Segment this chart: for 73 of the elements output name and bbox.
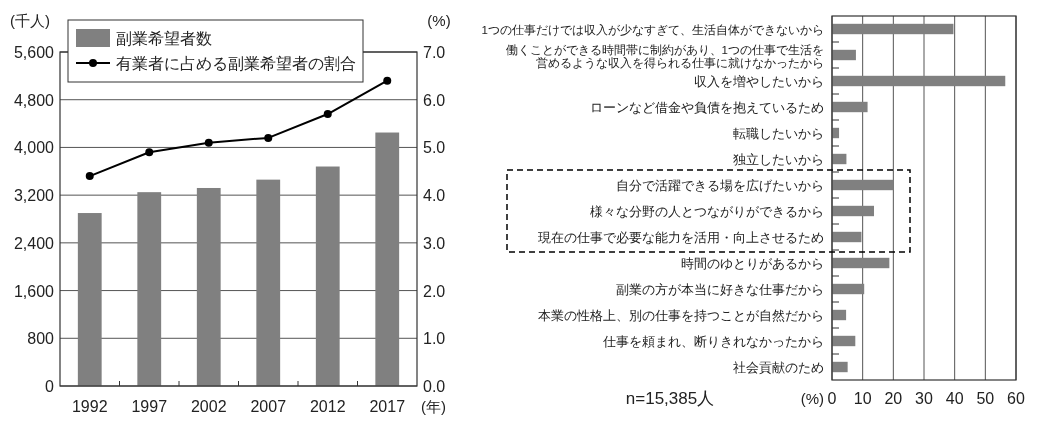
y-tick-label: ローンなど借金や負債を抱えているため [590, 100, 824, 115]
y-tick-label: 0 [45, 378, 55, 395]
y-tick-label: 1,600 [13, 282, 55, 300]
bar [832, 361, 848, 373]
x-axis-title: (%) [800, 390, 824, 407]
y-tick-label: 4,800 [13, 91, 55, 109]
y2-tick-label: 7.0 [423, 44, 446, 61]
y-tick-label: 1つの仕事だけでは収入が少なすぎて、生活自体ができないから [481, 23, 824, 37]
point [383, 76, 392, 85]
bar [137, 192, 162, 386]
bar [832, 205, 875, 217]
y2-tick-label: 4.0 [423, 187, 446, 205]
y-tick-label: 働くことができる時間帯に制約があり、1つの仕事で生活を営めるような収入を得られる仕事に就けなかったから [505, 43, 824, 70]
x-tick-label: 10 [853, 390, 872, 407]
y2-axis-title: (%) [427, 12, 451, 29]
y-tick-label: 独立したいから [733, 152, 824, 167]
bar [832, 335, 856, 347]
point [323, 110, 332, 119]
x-tick-label: 30 [915, 390, 933, 407]
y-axis-title: (千人) [10, 12, 50, 29]
x-tick-label: 2017 [369, 398, 406, 415]
point [85, 172, 94, 181]
bar [315, 166, 340, 386]
y-tick-label: 800 [27, 330, 55, 348]
y2-tick-label: 5.0 [423, 139, 446, 157]
y-tick-label: 社会貢献のため [733, 360, 824, 375]
y-tick-label: 転職したいから [733, 126, 824, 141]
bar [832, 179, 894, 191]
legend-label: 副業希望者数 [116, 30, 212, 47]
y-tick-label: 自分で活躍できる場を広げたいから [616, 178, 824, 193]
y-tick-label: 5,600 [13, 44, 55, 61]
bar [832, 101, 868, 113]
x-tick-label: 60 [1007, 390, 1025, 407]
y-tick-label: 副業の方が本当に好きな仕事だから [616, 282, 824, 297]
x-tick-label: 1997 [131, 398, 168, 415]
bar [375, 132, 400, 386]
x-tick-label: 2012 [309, 398, 346, 415]
bar [832, 257, 890, 269]
bar [832, 75, 1006, 87]
y-tick-label: 現在の仕事で必要な能力を活用・向上させるため [538, 230, 824, 245]
x-tick-label: 20 [884, 390, 903, 407]
y-tick-label: 時間のゆとりがあるから [681, 256, 824, 271]
point [145, 148, 154, 157]
y2-tick-label: 3.0 [423, 234, 446, 252]
bar [77, 213, 102, 386]
x-tick-label: 1992 [71, 398, 108, 415]
bar [256, 179, 281, 386]
point [264, 133, 273, 142]
legend-label: 有業者に占める副業希望者の割合 [116, 55, 356, 72]
x-tick-label: 50 [976, 390, 995, 407]
bar [832, 23, 954, 35]
bar [196, 187, 221, 386]
bar [832, 49, 856, 61]
y-tick-label: 4,000 [13, 139, 55, 157]
y2-tick-label: 6.0 [423, 91, 446, 109]
x-tick-label: 2007 [250, 398, 287, 415]
y-tick-label: 3,200 [13, 187, 55, 205]
x-tick-label: 40 [945, 390, 964, 407]
y2-tick-label: 0.0 [423, 378, 446, 395]
y-tick-label: 収入を増やしたいから [694, 74, 824, 89]
point [204, 138, 213, 147]
y2-tick-label: 1.0 [423, 330, 446, 348]
text: n=15,385人 [625, 389, 715, 408]
y-tick-label: 本業の性格上、別の仕事を持つことが自然だから [538, 308, 824, 323]
y2-tick-label: 2.0 [423, 282, 446, 300]
bar [832, 231, 862, 243]
x-tick-label: 2002 [190, 398, 227, 415]
y-tick-label: 2,400 [13, 234, 55, 252]
y-tick-label: 様々な分野の人とつながりができるから [590, 204, 824, 219]
x-axis-title: (年) [421, 398, 446, 415]
bar [832, 283, 865, 295]
x-tick-label: 0 [827, 390, 837, 407]
y-tick-label: 仕事を頼まれ、断りきれなかったから [602, 334, 824, 349]
